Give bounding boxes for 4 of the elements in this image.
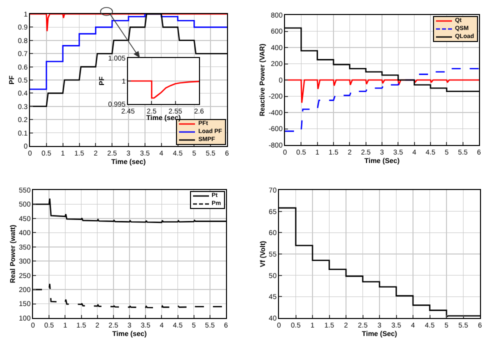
line-series [285,79,479,104]
line-series [30,14,227,90]
line-series [128,80,199,99]
line-series [285,68,479,132]
